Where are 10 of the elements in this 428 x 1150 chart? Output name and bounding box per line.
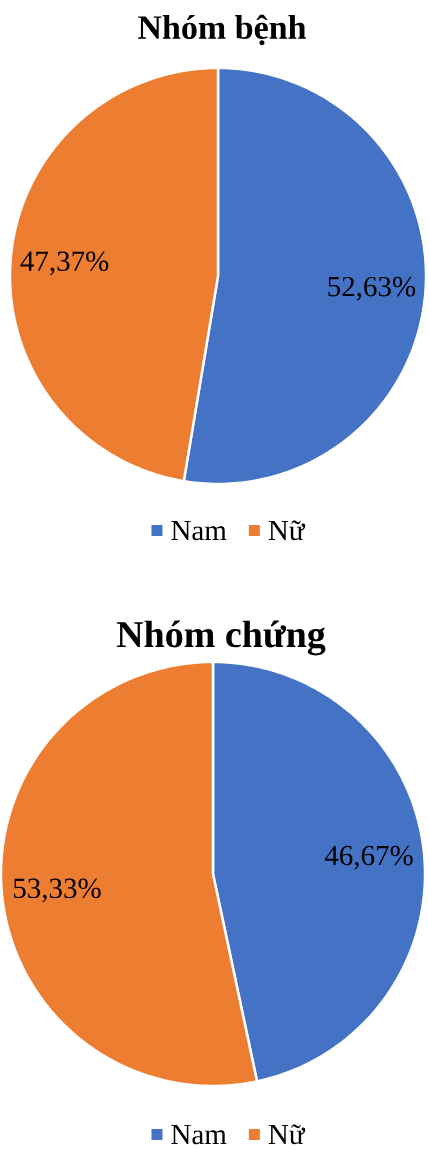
legend-label: Nam xyxy=(171,1125,227,1145)
legend-label: Nam xyxy=(171,521,227,541)
legend-label: Nữ xyxy=(268,520,306,541)
chart-title: Nhóm bệnh xyxy=(138,14,307,46)
data-label: 47,37% xyxy=(20,251,109,276)
data-label: 52,63% xyxy=(328,276,416,301)
legend-label: Nữ xyxy=(268,1124,306,1145)
chart-title: Nhóm chứng xyxy=(116,620,326,656)
data-label: 53,33% xyxy=(13,878,101,903)
data-label: 46,67% xyxy=(324,845,413,870)
